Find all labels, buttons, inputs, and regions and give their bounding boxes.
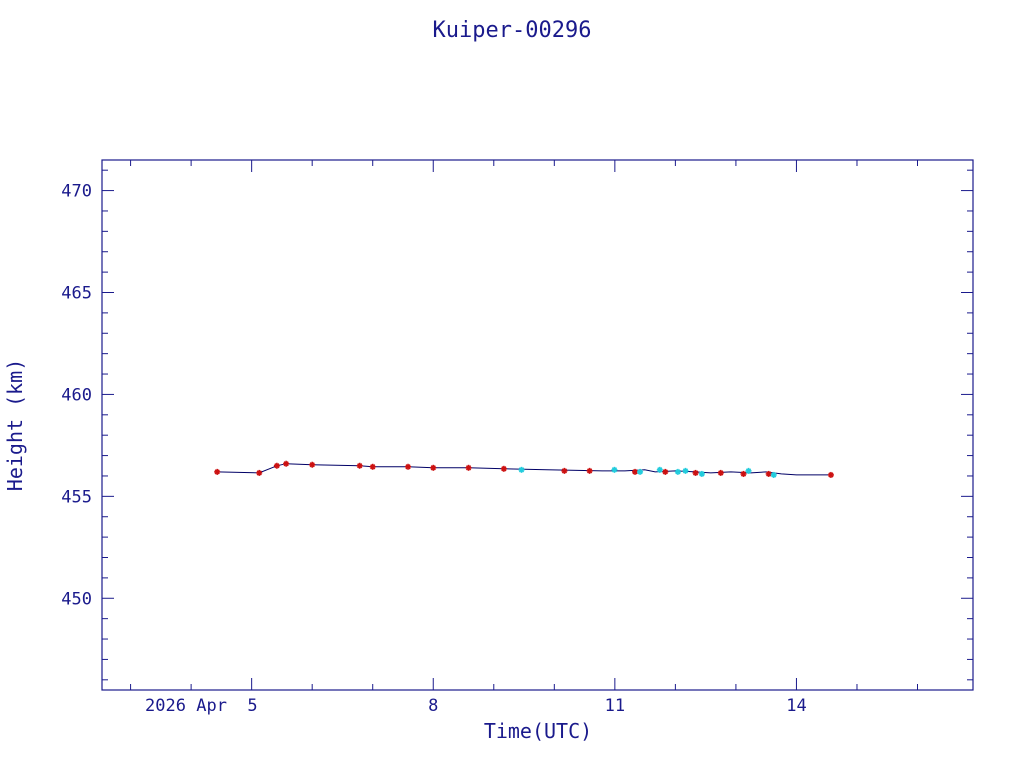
data-point <box>717 469 724 476</box>
x-axis-ticks: 2026 Apr 5 8 11 14 <box>130 160 919 716</box>
data-point <box>632 468 639 475</box>
data-point <box>586 467 593 474</box>
chart-title: Kuiper-00296 <box>433 18 592 43</box>
data-point <box>692 469 699 476</box>
data-point <box>430 464 437 471</box>
data-point <box>765 470 772 477</box>
data-point <box>273 462 280 469</box>
x-axis-label: Time(UTC) <box>484 719 592 743</box>
data-point <box>682 467 689 474</box>
data-point <box>500 465 507 472</box>
data-point <box>256 469 263 476</box>
data-point <box>465 464 472 471</box>
data-point <box>561 467 568 474</box>
data-point <box>674 468 681 475</box>
data-point <box>740 470 747 477</box>
data-point <box>309 461 316 468</box>
data-point <box>611 466 618 473</box>
data-point <box>518 466 525 473</box>
data-point <box>283 460 290 467</box>
y-tick-label: 470 <box>61 182 92 202</box>
data-point <box>745 467 752 474</box>
y-tick-label: 450 <box>61 589 92 609</box>
data-point <box>405 463 412 470</box>
data-point <box>637 468 644 475</box>
data-point <box>698 470 705 477</box>
data-point <box>369 463 376 470</box>
y-tick-label: 460 <box>61 385 92 405</box>
plot-frame <box>101 159 974 691</box>
y-axis-ticks: 450 455 460 465 470 <box>61 169 973 681</box>
y-tick-label: 455 <box>61 487 92 507</box>
data-point <box>662 468 669 475</box>
y-tick-label: 465 <box>61 284 92 304</box>
x-tick-label: 8 <box>428 696 438 716</box>
data-point <box>770 471 777 478</box>
x-tick-label: 11 <box>605 696 625 716</box>
data-point <box>356 462 363 469</box>
data-point <box>656 466 663 473</box>
data-point <box>827 471 834 478</box>
data-series <box>214 460 834 478</box>
y-axis-label: Height (km) <box>3 359 27 491</box>
data-point <box>214 468 221 475</box>
x-tick-label: 14 <box>786 696 806 716</box>
x-tick-label: 2026 Apr 5 <box>145 696 258 716</box>
